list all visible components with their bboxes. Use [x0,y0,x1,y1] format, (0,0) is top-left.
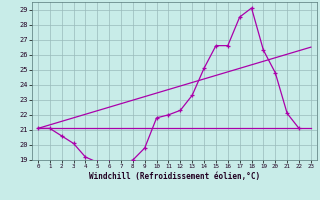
X-axis label: Windchill (Refroidissement éolien,°C): Windchill (Refroidissement éolien,°C) [89,172,260,181]
